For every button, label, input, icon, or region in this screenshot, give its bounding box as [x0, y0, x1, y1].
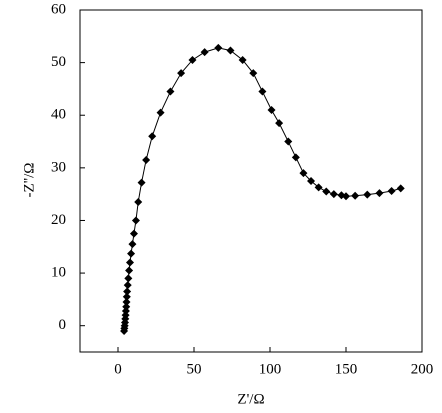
y-axis-label: -Z''/Ω: [21, 163, 37, 198]
data-point: [267, 105, 276, 114]
data-point: [314, 183, 323, 192]
data-point: [375, 189, 384, 198]
data-point: [363, 190, 372, 199]
data-point: [142, 155, 151, 164]
data-point: [188, 55, 197, 64]
data-point: [123, 281, 132, 290]
x-tick-label: 150: [335, 361, 358, 377]
data-point: [177, 69, 186, 78]
data-point: [125, 266, 134, 275]
data-point: [214, 43, 223, 52]
data-point: [121, 311, 130, 320]
data-point: [129, 229, 138, 238]
data-point: [275, 119, 284, 128]
data-point: [122, 298, 131, 307]
data-point: [329, 190, 338, 199]
data-point: [137, 178, 146, 187]
data-point: [123, 287, 132, 296]
x-tick-label: 200: [411, 361, 434, 377]
data-point: [121, 306, 130, 315]
data-point: [124, 274, 133, 283]
data-point: [322, 187, 331, 196]
data-point: [166, 87, 175, 96]
y-tick-label: 30: [51, 159, 66, 175]
data-point: [126, 258, 135, 267]
data-point: [238, 55, 247, 64]
x-axis-label: Z'/Ω: [237, 391, 264, 407]
x-tick-label: 50: [187, 361, 202, 377]
y-tick-label: 60: [51, 1, 66, 17]
y-tick-label: 40: [51, 107, 66, 123]
data-point: [342, 192, 350, 201]
x-tick-label: 0: [114, 361, 122, 377]
data-point: [226, 46, 235, 55]
data-point: [134, 198, 143, 207]
data-point: [396, 184, 405, 193]
data-point: [284, 137, 293, 146]
data-point: [200, 48, 209, 57]
data-point: [128, 240, 137, 249]
y-tick-label: 50: [51, 54, 66, 70]
y-tick-label: 0: [59, 317, 67, 333]
x-tick-label: 100: [259, 361, 282, 377]
y-tick-label: 20: [51, 212, 66, 228]
data-point: [148, 132, 157, 141]
data-point: [122, 292, 131, 301]
data-point: [258, 87, 267, 96]
data-point: [351, 191, 360, 200]
data-point: [299, 169, 308, 178]
y-tick-label: 10: [51, 265, 66, 281]
data-point: [122, 302, 131, 311]
data-point: [307, 177, 316, 185]
data-point: [131, 216, 140, 225]
data-point: [387, 186, 396, 195]
data-point: [249, 69, 258, 78]
data-point: [291, 153, 300, 162]
data-point: [127, 249, 136, 258]
data-point: [156, 108, 165, 117]
plot-frame: [79, 9, 423, 353]
